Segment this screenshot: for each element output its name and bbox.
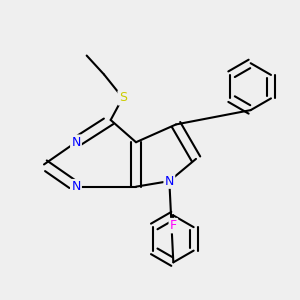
Text: F: F	[170, 219, 177, 232]
Text: N: N	[71, 136, 81, 149]
Text: N: N	[71, 180, 81, 193]
Text: N: N	[165, 175, 174, 188]
Text: S: S	[119, 91, 127, 104]
